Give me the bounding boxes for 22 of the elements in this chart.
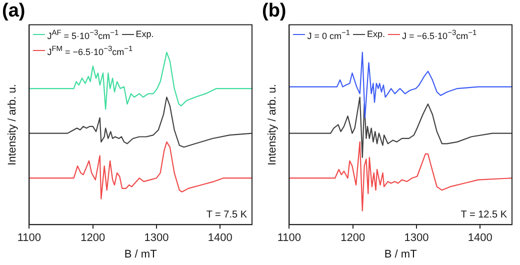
x-tick-label: 1200 [80, 232, 106, 244]
chart-title: (b) [262, 0, 286, 22]
legend-label: J$^{FM}$ = −6.5·10$^{−3}$cm$^{−1}$ [47, 42, 133, 58]
x-tick-label: 1200 [340, 232, 366, 244]
annotation: T = 7.5 K [206, 209, 248, 220]
legend-label: J = 0 cm$^{−1}$ [307, 26, 350, 42]
annotation: T = 12.5 K [460, 209, 508, 220]
chart-title: (a) [2, 0, 26, 22]
legend-label: Exp. [136, 28, 154, 40]
x-tick-label: 1300 [144, 232, 169, 244]
x-tick-label: 1300 [404, 232, 429, 244]
x-tick-label: 1400 [208, 232, 232, 244]
x-tick-label: 1400 [468, 232, 492, 244]
x-axis-title: B / mT [124, 248, 158, 260]
legend-label: J$^{AF}$ = 5·10$^{−3}$cm$^{−1}$ [47, 26, 119, 42]
legend-label: Exp. [367, 28, 386, 40]
x-axis-title: B / mT [384, 248, 418, 260]
y-axis-title: Intensity / arb. u. [6, 84, 19, 166]
x-tick-label: 1100 [17, 232, 42, 244]
y-axis-title: Intensity / arb. u. [266, 84, 279, 166]
legend-label: J = −6.5·10$^{−3}$cm$^{−1}$ [402, 26, 477, 42]
x-tick-label: 1100 [277, 232, 302, 244]
